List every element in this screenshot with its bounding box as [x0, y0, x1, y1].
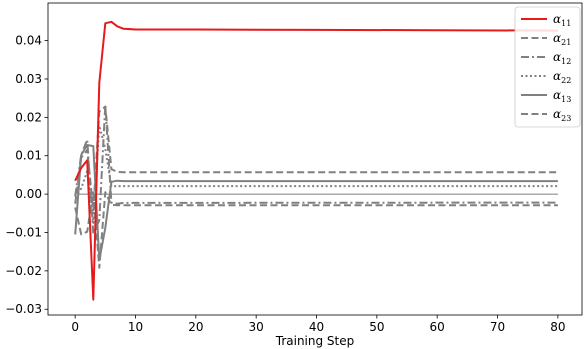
- y-tick-label: 0.03: [15, 72, 42, 86]
- x-tick-label: 40: [309, 320, 324, 334]
- y-tick-label: −0.02: [5, 264, 42, 278]
- x-tick-label: 50: [369, 320, 384, 334]
- series-line-3: [74, 104, 558, 235]
- legend-label: α13: [553, 88, 571, 104]
- y-tick-label: 0.00: [15, 187, 42, 201]
- series-line-5: [74, 144, 558, 262]
- y-tick-label: −0.03: [5, 302, 42, 316]
- legend-box: [514, 6, 581, 128]
- x-tick-label: 60: [430, 320, 445, 334]
- y-axis-ticks: −0.03 −0.02 −0.01 0.00 0.01 0.02 0.03 0.04: [5, 34, 48, 316]
- series-line-2: [74, 105, 558, 212]
- x-tick-label: 30: [249, 320, 264, 334]
- series-line-1: [74, 20, 558, 301]
- y-tick-label: 0.04: [15, 34, 42, 48]
- x-tick-label: 80: [550, 320, 565, 334]
- x-tick-label: 20: [188, 320, 203, 334]
- legend-label: α22: [553, 69, 571, 85]
- x-axis-title: Training Step: [275, 334, 355, 348]
- legend-label: α21: [553, 31, 571, 47]
- legend-label: α12: [553, 50, 571, 66]
- legend-label: α11: [553, 12, 571, 28]
- y-tick-label: 0.01: [15, 149, 42, 163]
- x-tick-label: 10: [128, 320, 143, 334]
- y-tick-label: −0.01: [5, 225, 42, 239]
- x-tick-label: 70: [490, 320, 505, 334]
- plot-lines: [74, 20, 558, 301]
- y-tick-label: 0.02: [15, 110, 42, 124]
- x-tick-label: 0: [71, 320, 79, 334]
- plot-frame: [47, 2, 583, 316]
- series-line-4: [74, 124, 558, 224]
- legend-label: α23: [553, 107, 571, 123]
- x-axis-ticks: 0 10 20 30 40 50 60 70 80: [71, 315, 566, 334]
- legend: α11 α21 α12 α22 α13 α23: [514, 6, 581, 128]
